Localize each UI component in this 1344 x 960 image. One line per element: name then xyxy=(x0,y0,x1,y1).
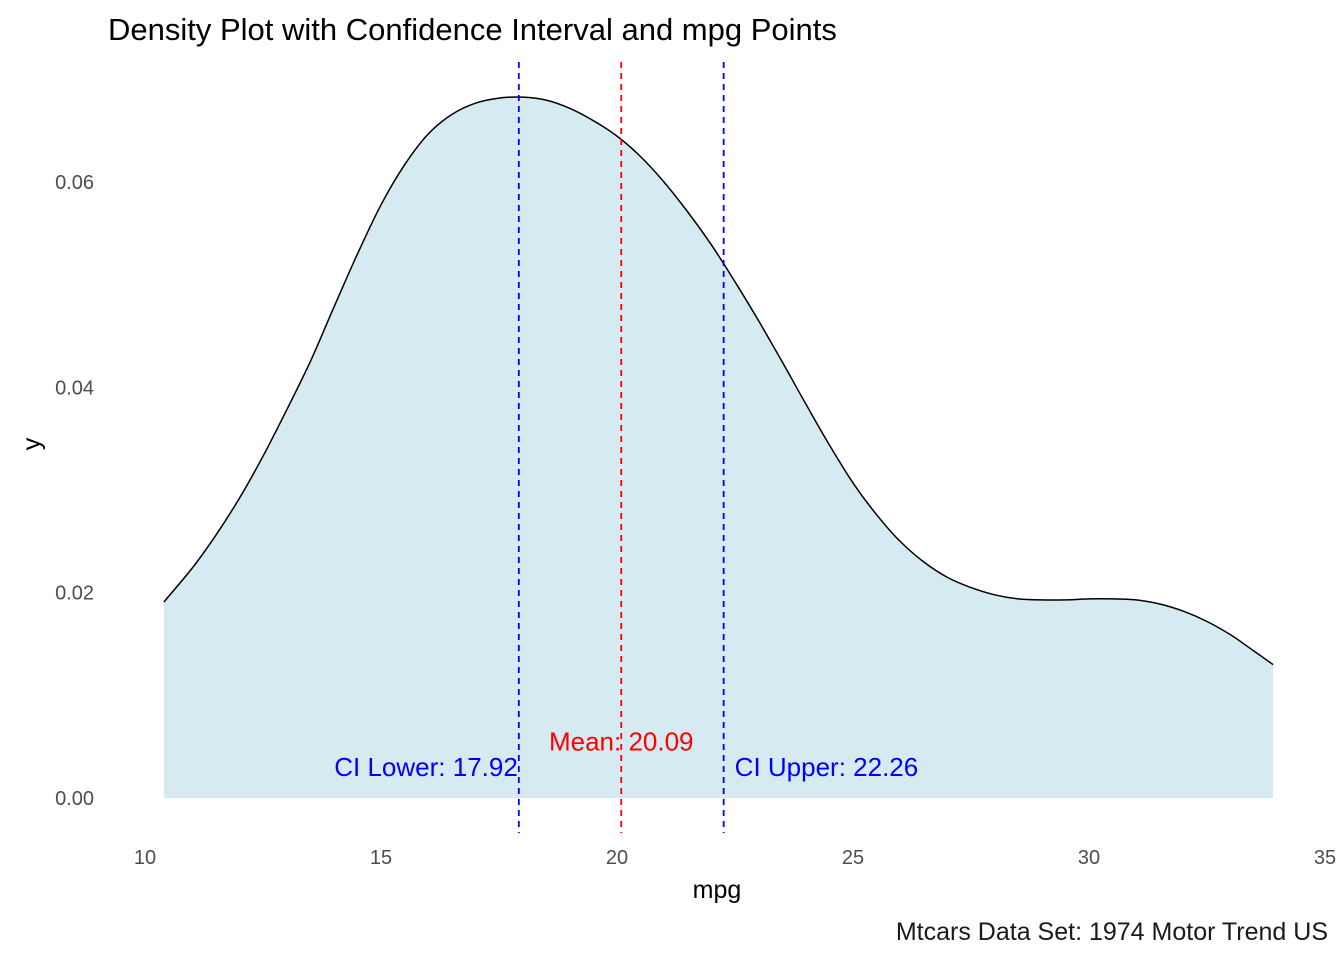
y-tick-label: 0.02 xyxy=(55,583,94,605)
density-area xyxy=(163,96,1274,798)
y-axis-title: y xyxy=(18,437,46,450)
x-tick-label: 15 xyxy=(370,847,392,869)
x-tick-label: 10 xyxy=(134,847,156,869)
caption: Mtcars Data Set: 1974 Motor Trend US xyxy=(896,918,1328,946)
y-tick-label: 0.06 xyxy=(55,172,94,194)
vline-label-2: CI Upper: 22.26 xyxy=(735,752,919,782)
vline-label-0: CI Lower: 17.92 xyxy=(334,752,518,782)
y-tick-label: 0.00 xyxy=(55,788,94,810)
annotations: CI Lower: 17.92 Mean: 20.09 CI Upper: 22.2… xyxy=(334,727,918,783)
vline-label-1: Mean: 20.09 xyxy=(549,727,694,757)
chart-title: Density Plot with Confidence Interval an… xyxy=(108,12,837,47)
x-tick-label: 25 xyxy=(842,847,864,869)
x-axis-title: mpg xyxy=(693,876,742,904)
y-tick-label: 0.04 xyxy=(55,377,94,399)
plot-area: CI Lower: 17.92 Mean: 20.09 CI Upper: 22.2… xyxy=(163,62,1274,833)
x-tick-label: 35 xyxy=(1314,847,1336,869)
x-axis-ticks: 10 15 20 25 30 35 xyxy=(134,847,1336,869)
y-axis-ticks: 0.00 0.02 0.04 0.06 xyxy=(55,172,94,810)
x-tick-label: 30 xyxy=(1078,847,1100,869)
x-tick-label: 20 xyxy=(606,847,628,869)
reference-lines xyxy=(517,62,725,833)
